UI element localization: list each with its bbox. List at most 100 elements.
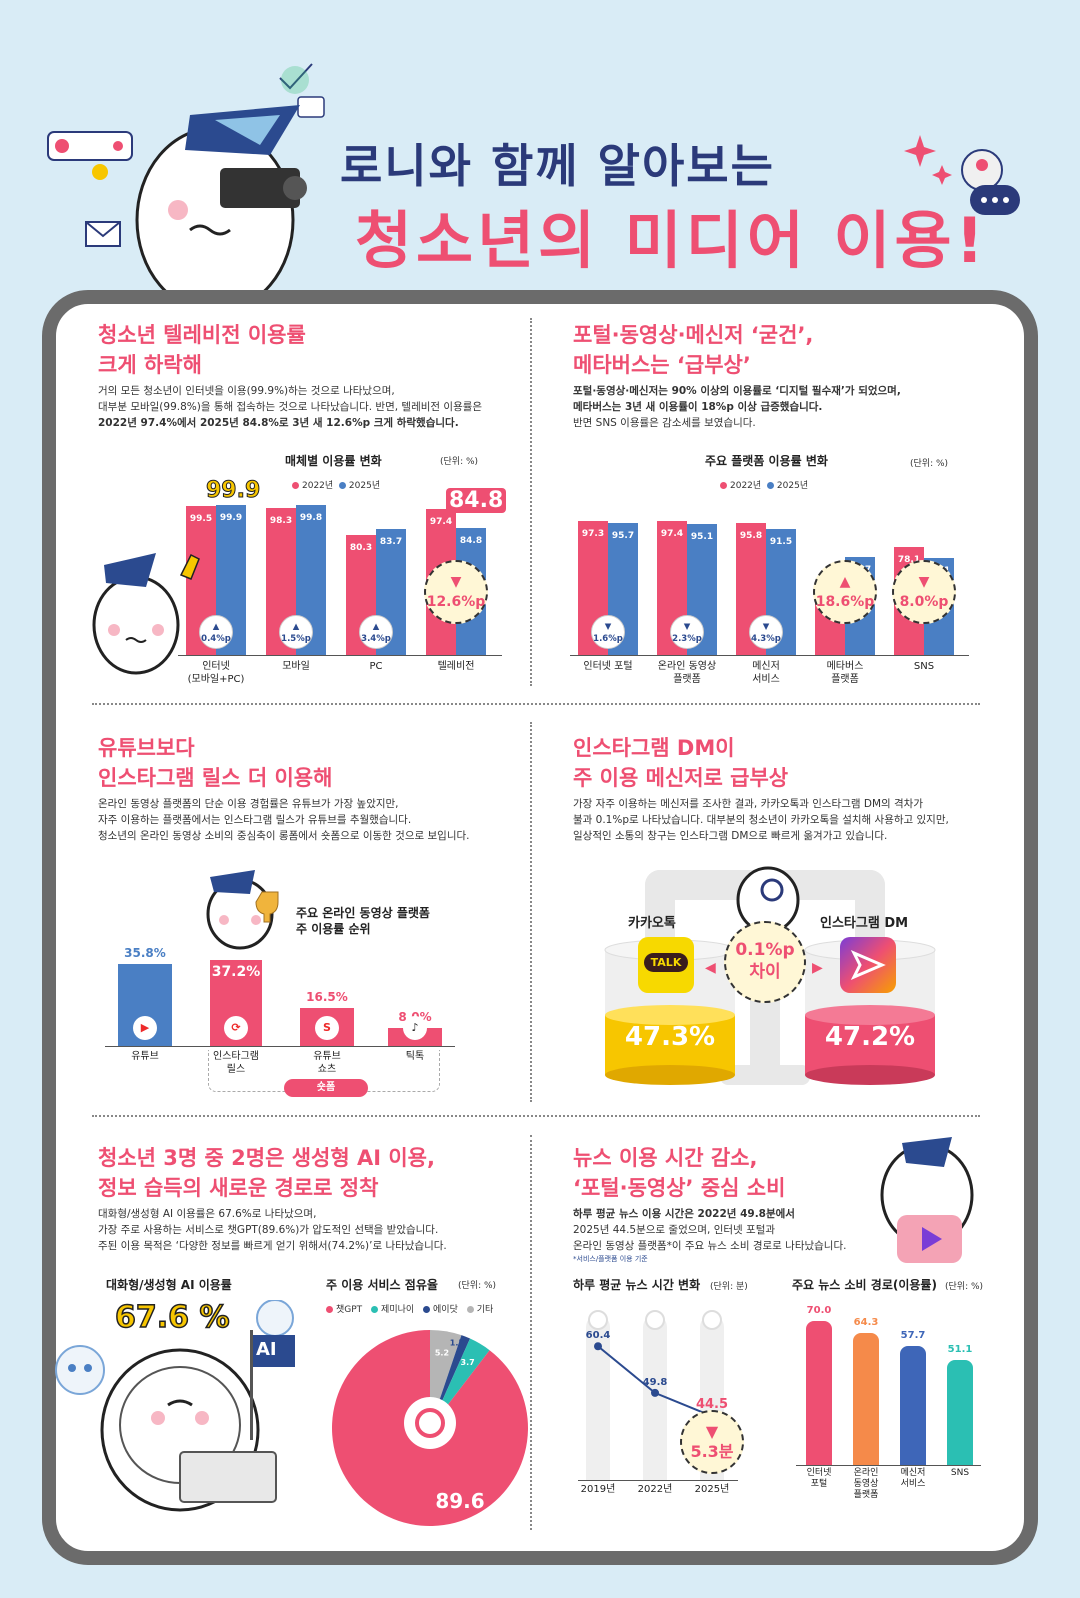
s5-text-line2: 가장 주로 사용하는 서비스로 챗GPT(89.6%)가 압도적인 선택을 받았…: [98, 1224, 439, 1236]
news-time-title: 하루 평균 뉴스 시간 변화: [573, 1278, 701, 1292]
s3-title-line2: 인스타그램 릴스 더 이용해: [98, 766, 333, 790]
s3-text-line2: 자주 이용하는 플랫폼에서는 인스타그램 릴스가 유튜브를 추월했습니다.: [98, 814, 412, 826]
s1-unit: (단위: %): [440, 457, 479, 467]
pie-value-label: 3.7: [461, 1358, 475, 1367]
chatgpt-icon: [404, 1397, 456, 1449]
header-decoration: [47, 63, 1020, 314]
bar-value-label: 97.4: [429, 516, 453, 527]
gap-badge-value: 0.1%p: [735, 940, 795, 960]
ai-flag: [253, 1335, 295, 1367]
kakao-value: 47.3%: [624, 1022, 716, 1052]
legend-dot-2022: [292, 482, 299, 489]
route-bar: [853, 1332, 879, 1465]
legend-label: 기타: [476, 1305, 494, 1315]
magnifier-icon: [760, 878, 784, 902]
s1-title: 청소년 텔레비전 이용률 크게 하락해: [98, 320, 306, 380]
robot-icon-2: [256, 1300, 294, 1337]
category-label: 텔레비전: [437, 661, 475, 672]
gap-badge: 0.1%p 차이: [724, 921, 806, 1003]
s6-text: 하루 평균 뉴스 이용 시간은 2022년 49.8분에서 2025년 44.5…: [573, 1206, 883, 1265]
category-label: 온라인 동영상 플랫폼: [657, 661, 717, 685]
youtube-icon: ▶: [133, 1016, 157, 1040]
legend-2025: 2025년: [348, 481, 381, 491]
legend-dot: [326, 1306, 333, 1313]
route-value-label: 51.1: [947, 1343, 973, 1355]
flag-pole: [250, 1330, 253, 1440]
rank-value-label: 35.8%: [124, 945, 166, 960]
s6-title: 뉴스 이용 시간 감소, ‘포털·동영상’ 중심 소비: [573, 1143, 785, 1203]
clock-icon: [645, 1310, 665, 1330]
s4-title-line1: 인스타그램 DM이: [573, 736, 735, 760]
category-label: 온라인 동영상 플랫폼: [853, 1468, 879, 1500]
kakao-label: 카카오톡: [628, 916, 676, 931]
bar-value-label: 91.5: [769, 536, 793, 547]
s6-title-line1: 뉴스 이용 시간 감소,: [573, 1146, 758, 1170]
news-time-unit: (단위: 분): [710, 1282, 748, 1292]
bar-value-label: 97.4: [660, 528, 684, 539]
s1-text: 거의 모든 청소년이 인터넷을 이용(99.9%)하는 것으로 나타났으며, 대…: [98, 383, 518, 431]
legend-2022: 2022년: [302, 481, 334, 491]
s2-legend: 2022년 2025년: [720, 478, 808, 491]
divider-v1: [530, 318, 532, 686]
category-label: 인터넷 포털: [583, 661, 633, 672]
chart-baseline: [178, 655, 502, 656]
legend-label: 제미나이: [381, 1305, 418, 1315]
route-value-label: 70.0: [806, 1304, 832, 1316]
s3-text: 온라인 동영상 플랫폼의 단순 이용 경험률은 유튜브가 가장 높았지만, 자주…: [98, 796, 518, 844]
arrow-left-icon: ◀: [705, 960, 716, 976]
divider-h1: [92, 703, 980, 705]
s4-title: 인스타그램 DM이 주 이용 메신저로 급부상: [573, 733, 788, 793]
s4-title-line2: 주 이용 메신저로 급부상: [573, 766, 789, 790]
s3-chart-title-line2: 주 이용률 순위: [296, 922, 371, 936]
s1-chart-title: 매체별 이용률 변화: [285, 454, 382, 468]
ai-share-legend: 챗GPT 제미나이 에이닷 기타: [326, 1302, 499, 1315]
category-label: SNS: [950, 1468, 970, 1478]
s5-text: 대화형/생성형 AI 이용률은 67.6%로 나타났으며, 가장 주로 사용하는…: [98, 1206, 528, 1254]
s4-text-line3: 일상적인 소통의 창구는 인스타그램 DM으로 빠르게 옮겨가고 있습니다.: [573, 830, 888, 842]
category-label: 인터넷 포털: [806, 1468, 832, 1489]
change-badge: ▲ 0.4%p: [199, 615, 233, 649]
bar-value-label: 78.1: [897, 555, 921, 566]
category-label: 유튜브: [131, 1051, 159, 1062]
chatgpt-logo-ring: [415, 1408, 445, 1438]
robot-icon: [55, 1345, 105, 1395]
header-title-line2: 청소년의 미디어 이용!: [355, 204, 988, 277]
s3-chart-title-line1: 주요 온라인 동영상 플랫폼: [296, 906, 430, 920]
category-label: 유튜브 쇼츠: [313, 1051, 341, 1075]
clock-icon: [588, 1310, 608, 1330]
s5-title: 청소년 3명 중 2명은 생성형 AI 이용, 정보 습득의 새로운 경로로 정…: [98, 1143, 435, 1203]
mascot-roni: [135, 126, 295, 314]
bar-value-label: 80.3: [349, 542, 373, 553]
s2-legend-dot-2022: [720, 482, 727, 489]
s6-text-line3: 온라인 동영상 플랫폼*이 주요 뉴스 소비 경로로 나타났습니다.: [573, 1240, 847, 1252]
kakaotalk-icon: TALK: [638, 937, 694, 993]
insta-label: 인스타그램 DM: [820, 916, 909, 931]
pie-svg: 5.21.5 3.7 89.6: [332, 1330, 528, 1526]
s2-chart-title: 주요 플랫폼 이용률 변화: [705, 454, 828, 468]
send-icon: [297, 96, 325, 118]
s3-text-line3: 청소년의 온라인 동영상 소비의 중심축이 롱폼에서 숏폼으로 이동한 것으로 …: [98, 830, 470, 842]
pie-value-label: 1.5: [450, 1339, 465, 1348]
bar-value-label: 95.1: [690, 531, 714, 542]
divider-v3: [530, 1135, 532, 1530]
sun-icon: [92, 164, 108, 180]
change-badge: ▼ 1.6%p: [591, 615, 625, 649]
news-route-title: 주요 뉴스 소비 경로(이용률): [792, 1278, 937, 1292]
ai-usage-value: 67.6 %: [114, 1299, 230, 1336]
category-label: PC: [369, 661, 383, 672]
insta-value: 47.2%: [824, 1022, 916, 1052]
s1-text-line2: 대부분 모바일(99.8%)을 통해 접속하는 것으로 나타났습니다. 반면, …: [98, 401, 483, 413]
shorts-icon: S: [315, 1016, 339, 1040]
bar-value-label: 99.9: [219, 513, 243, 524]
legend-dot: [371, 1306, 379, 1313]
s2-text-line3: 반면 SNS 이용률은 감소세를 보였습니다.: [573, 417, 756, 429]
legend-dot: [466, 1306, 474, 1313]
clock-icon: [702, 1310, 722, 1330]
category-label: 메신저 서비스: [900, 1468, 926, 1489]
time-column: [586, 1315, 610, 1480]
bar-value-label: 97.3: [581, 528, 605, 539]
s2-legend-2025: 2025년: [776, 481, 809, 491]
route-bar: [806, 1320, 832, 1465]
news-route-unit: (단위: %): [945, 1282, 984, 1292]
bar-value-label: 83.7: [379, 537, 403, 548]
